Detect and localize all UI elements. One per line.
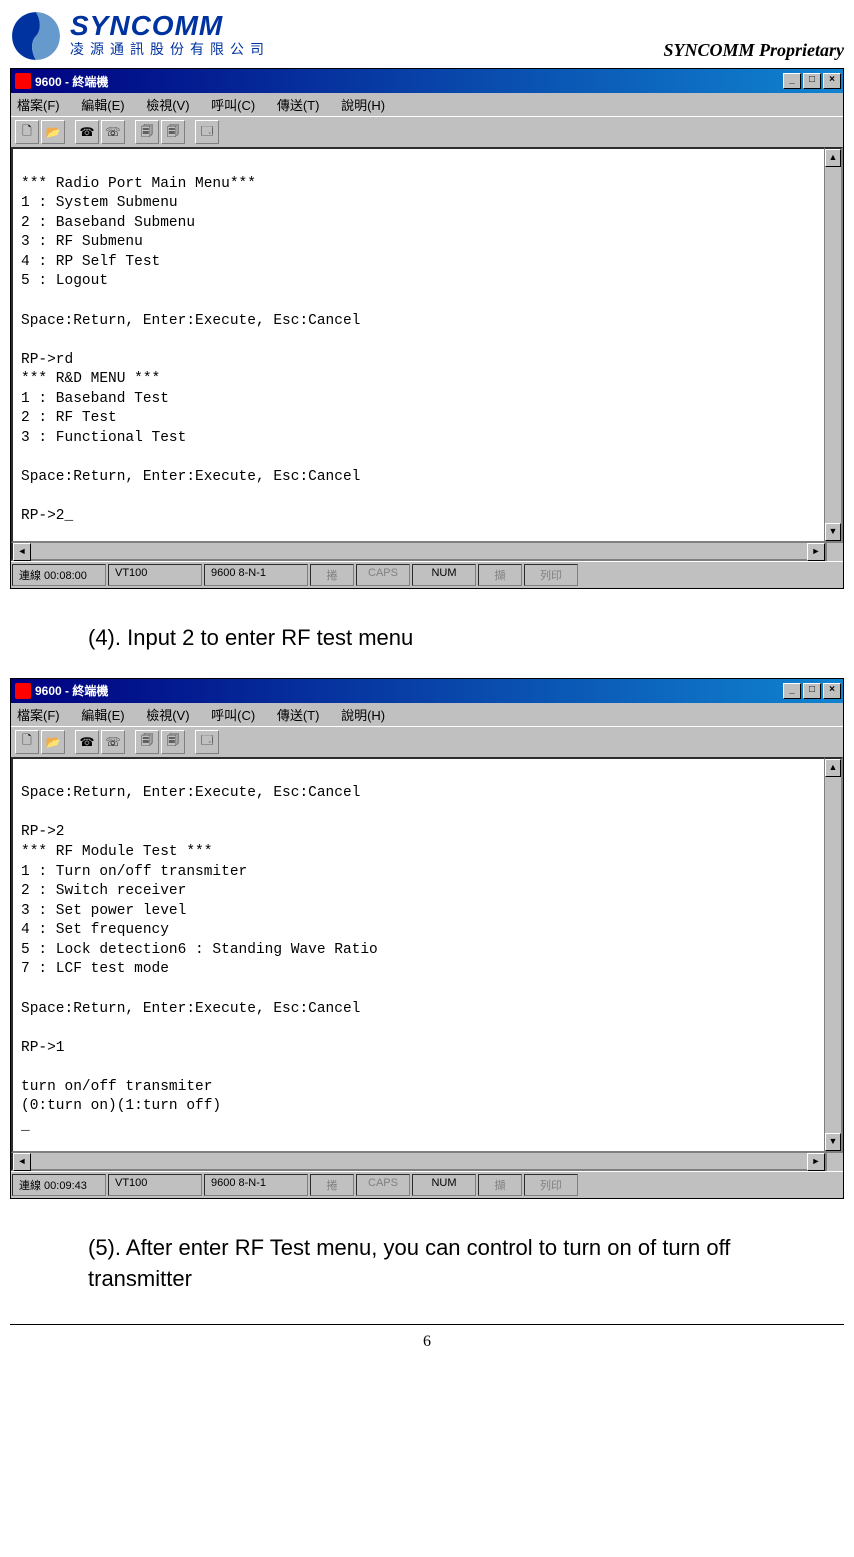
scroll-up-icon[interactable]: ▲	[825, 759, 841, 777]
scroll-right-icon[interactable]: ►	[807, 543, 825, 561]
instruction-4: (4). Input 2 to enter RF test menu	[88, 623, 844, 654]
status-caps: CAPS	[356, 1174, 410, 1196]
terminal-output[interactable]: Space:Return, Enter:Execute, Esc:Cancel …	[11, 757, 824, 1153]
horizontal-scrollbar[interactable]: ◄ ►	[11, 543, 827, 561]
menu-call[interactable]: 呼叫(C)	[211, 708, 255, 723]
terminal-output[interactable]: *** Radio Port Main Menu*** 1 : System S…	[11, 147, 824, 543]
connect-icon[interactable]: ☎	[75, 730, 99, 754]
connect-icon[interactable]: ☎	[75, 120, 99, 144]
vertical-scrollbar[interactable]: ▲ ▼	[824, 147, 843, 543]
new-icon[interactable]: 🗋	[15, 120, 39, 144]
receive-icon[interactable]: 🗐	[161, 730, 185, 754]
window-title: 9600 - 終端機	[35, 73, 108, 90]
open-icon[interactable]: 📂	[41, 120, 65, 144]
menu-transfer[interactable]: 傳送(T)	[277, 708, 320, 723]
window-controls: _ □ ×	[783, 73, 841, 89]
logo-text-sub: 凌源通訊股份有限公司	[70, 40, 270, 60]
app-icon	[15, 73, 31, 89]
horizontal-scrollbar[interactable]: ◄ ►	[11, 1153, 827, 1171]
menu-file[interactable]: 檔案(F)	[17, 98, 60, 113]
menu-call[interactable]: 呼叫(C)	[211, 98, 255, 113]
new-icon[interactable]: 🗋	[15, 730, 39, 754]
status-num: NUM	[412, 1174, 476, 1196]
send-icon[interactable]: 🗐	[135, 730, 159, 754]
status-scroll: 捲	[310, 564, 354, 586]
minimize-button[interactable]: _	[783, 683, 801, 699]
toolbar: 🗋 📂 ☎ ☏ 🗐 🗐 🗔	[11, 726, 843, 757]
terminal-window-2: 9600 - 終端機 _ □ × 檔案(F) 編輯(E) 檢視(V) 呼叫(C)…	[10, 678, 844, 1199]
menu-transfer[interactable]: 傳送(T)	[277, 98, 320, 113]
status-caps: CAPS	[356, 564, 410, 586]
scroll-up-icon[interactable]: ▲	[825, 149, 841, 167]
send-icon[interactable]: 🗐	[135, 120, 159, 144]
properties-icon[interactable]: 🗔	[195, 120, 219, 144]
scroll-left-icon[interactable]: ◄	[13, 543, 31, 561]
syncomm-logo-icon	[10, 10, 62, 62]
status-scroll: 捲	[310, 1174, 354, 1196]
open-icon[interactable]: 📂	[41, 730, 65, 754]
scroll-down-icon[interactable]: ▼	[825, 523, 841, 541]
status-print: 列印	[524, 1174, 578, 1196]
menu-view[interactable]: 檢視(V)	[146, 708, 189, 723]
logo-block: SYNCOMM 凌源通訊股份有限公司	[10, 10, 270, 62]
instruction-5: (5). After enter RF Test menu, you can c…	[88, 1233, 844, 1295]
status-time: 連線 00:08:00	[12, 564, 106, 586]
status-capture: 擷	[478, 564, 522, 586]
scroll-left-icon[interactable]: ◄	[13, 1153, 31, 1171]
statusbar: 連線 00:09:43 VT100 9600 8-N-1 捲 CAPS NUM …	[11, 1171, 843, 1198]
status-conn: 9600 8-N-1	[204, 564, 308, 586]
menu-edit[interactable]: 編輯(E)	[81, 708, 124, 723]
disconnect-icon[interactable]: ☏	[101, 120, 125, 144]
proprietary-label: SYNCOMM Proprietary	[663, 40, 844, 61]
status-num: NUM	[412, 564, 476, 586]
status-vt: VT100	[108, 1174, 202, 1196]
maximize-button[interactable]: □	[803, 683, 821, 699]
terminal-window-1: 9600 - 終端機 _ □ × 檔案(F) 編輯(E) 檢視(V) 呼叫(C)…	[10, 68, 844, 589]
receive-icon[interactable]: 🗐	[161, 120, 185, 144]
close-button[interactable]: ×	[823, 683, 841, 699]
window-title: 9600 - 終端機	[35, 682, 108, 699]
maximize-button[interactable]: □	[803, 73, 821, 89]
minimize-button[interactable]: _	[783, 73, 801, 89]
menu-help[interactable]: 說明(H)	[341, 98, 385, 113]
toolbar: 🗋 📂 ☎ ☏ 🗐 🗐 🗔	[11, 116, 843, 147]
titlebar: 9600 - 終端機 _ □ ×	[11, 679, 843, 703]
disconnect-icon[interactable]: ☏	[101, 730, 125, 754]
status-conn: 9600 8-N-1	[204, 1174, 308, 1196]
status-print: 列印	[524, 564, 578, 586]
window-controls: _ □ ×	[783, 683, 841, 699]
status-vt: VT100	[108, 564, 202, 586]
statusbar: 連線 00:08:00 VT100 9600 8-N-1 捲 CAPS NUM …	[11, 561, 843, 588]
footer-divider	[10, 1324, 844, 1325]
logo-text-main: SYNCOMM	[70, 12, 270, 40]
scroll-down-icon[interactable]: ▼	[825, 1133, 841, 1151]
titlebar: 9600 - 終端機 _ □ ×	[11, 69, 843, 93]
menubar: 檔案(F) 編輯(E) 檢視(V) 呼叫(C) 傳送(T) 說明(H)	[11, 93, 843, 116]
scroll-right-icon[interactable]: ►	[807, 1153, 825, 1171]
page-header: SYNCOMM 凌源通訊股份有限公司 SYNCOMM Proprietary	[10, 10, 844, 62]
menu-help[interactable]: 說明(H)	[341, 708, 385, 723]
close-button[interactable]: ×	[823, 73, 841, 89]
app-icon	[15, 683, 31, 699]
menubar: 檔案(F) 編輯(E) 檢視(V) 呼叫(C) 傳送(T) 說明(H)	[11, 703, 843, 726]
page-number: 6	[10, 1333, 844, 1351]
properties-icon[interactable]: 🗔	[195, 730, 219, 754]
menu-view[interactable]: 檢視(V)	[146, 98, 189, 113]
status-time: 連線 00:09:43	[12, 1174, 106, 1196]
vertical-scrollbar[interactable]: ▲ ▼	[824, 757, 843, 1153]
menu-edit[interactable]: 編輯(E)	[81, 98, 124, 113]
menu-file[interactable]: 檔案(F)	[17, 708, 60, 723]
status-capture: 擷	[478, 1174, 522, 1196]
